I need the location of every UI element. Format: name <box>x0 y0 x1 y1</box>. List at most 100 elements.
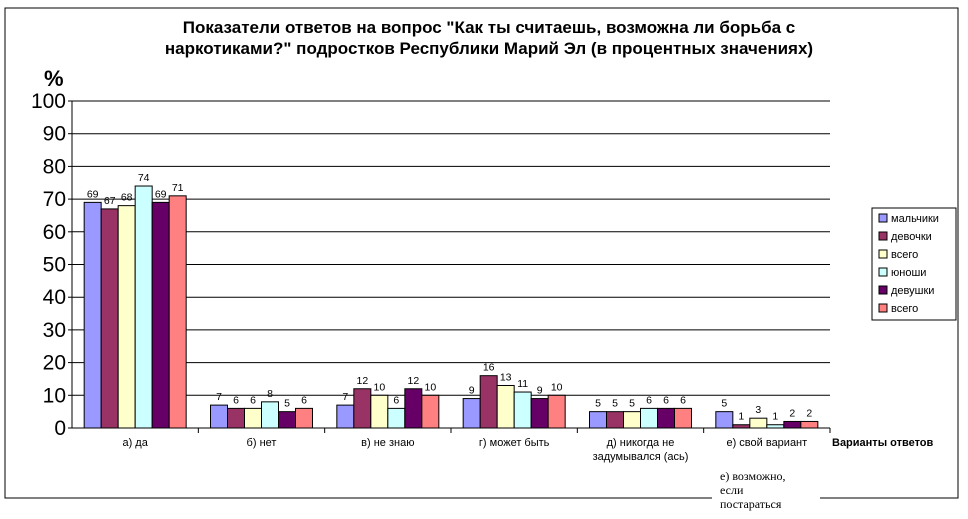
data-label: 1 <box>772 411 778 423</box>
data-label: 11 <box>517 378 528 390</box>
bar <box>589 411 607 429</box>
data-label: 69 <box>155 188 167 200</box>
bar <box>623 411 641 429</box>
annotation-line: постараться <box>720 497 782 511</box>
bar <box>496 384 515 429</box>
legend-label: юноши <box>891 267 926 279</box>
bar <box>404 388 423 429</box>
y-tick-label: 50 <box>43 254 66 277</box>
bar <box>151 201 170 429</box>
bar <box>295 407 313 429</box>
data-label: 10 <box>373 381 385 393</box>
bar <box>657 407 675 429</box>
bar <box>134 185 153 429</box>
y-tick-label: 20 <box>43 352 66 375</box>
data-label: 71 <box>172 182 184 194</box>
data-label: 6 <box>301 394 307 406</box>
category-label: г) может быть <box>479 437 550 449</box>
legend-label: всего <box>891 303 918 315</box>
annotation-line: е) возможно, <box>720 469 785 483</box>
category-label: д) никогда не <box>607 437 675 449</box>
legend-label: мальчики <box>891 213 939 225</box>
data-label: 10 <box>551 381 563 393</box>
data-label: 5 <box>721 398 727 410</box>
data-label: 6 <box>393 394 399 406</box>
data-label: 5 <box>629 398 635 410</box>
data-label: 1 <box>738 411 744 423</box>
bar <box>278 411 296 429</box>
bar <box>530 398 549 429</box>
x-axis-title: Варианты ответов <box>832 437 934 449</box>
category-label: задумывался (ась) <box>593 451 689 463</box>
data-label: 12 <box>356 375 368 387</box>
data-label: 6 <box>233 394 239 406</box>
data-label: 16 <box>483 362 495 374</box>
data-label: 9 <box>537 385 543 397</box>
data-label: 6 <box>250 394 256 406</box>
bar <box>336 404 355 429</box>
bar <box>513 391 532 429</box>
data-label: 10 <box>424 381 436 393</box>
category-label: в) не знаю <box>361 437 414 449</box>
bar <box>210 404 228 429</box>
data-label: 69 <box>87 188 99 200</box>
chart-title-line: Показатели ответов на вопрос "Как ты счи… <box>183 18 795 37</box>
data-label: 12 <box>407 375 419 387</box>
legend-swatch <box>878 303 888 313</box>
data-label: 6 <box>680 394 686 406</box>
bar <box>547 394 566 429</box>
category-label: е) свой вариант <box>726 437 807 449</box>
y-tick-label: 10 <box>43 384 66 407</box>
data-label: 74 <box>138 172 150 184</box>
bar <box>261 401 279 429</box>
legend-box <box>871 207 957 321</box>
legend-swatch <box>878 267 888 277</box>
bar <box>800 420 819 429</box>
data-label: 13 <box>500 371 512 383</box>
y-tick-label: 30 <box>43 319 66 342</box>
annotation-box <box>712 462 820 519</box>
data-label: 2 <box>806 407 812 419</box>
bar <box>462 398 481 429</box>
data-label: 9 <box>469 385 475 397</box>
category-label: а) да <box>122 437 148 449</box>
bar <box>117 205 136 429</box>
legend-swatch <box>878 249 888 259</box>
bar <box>640 407 658 429</box>
data-label: 6 <box>646 394 652 406</box>
legend-label: девушки <box>891 285 934 297</box>
data-label: 3 <box>755 404 761 416</box>
y-tick-label: 0 <box>54 417 66 440</box>
category-label: б) нет <box>247 437 277 449</box>
data-label: 5 <box>284 398 290 410</box>
legend-label: девочки <box>891 231 932 243</box>
bar <box>783 420 802 429</box>
bar <box>100 208 119 429</box>
bar <box>749 417 768 429</box>
legend-label: всего <box>891 249 918 261</box>
legend-swatch <box>878 285 888 295</box>
y-tick-label: 90 <box>43 123 66 146</box>
bar <box>421 394 440 429</box>
bar <box>479 375 498 429</box>
data-label: 7 <box>342 391 348 403</box>
legend-swatch <box>878 213 888 223</box>
bar <box>715 411 734 429</box>
bar <box>168 195 187 429</box>
y-tick-label: 80 <box>43 155 66 178</box>
data-label: 2 <box>789 407 795 419</box>
bar <box>83 201 102 429</box>
bar <box>387 407 406 429</box>
bar <box>227 407 245 429</box>
bar <box>674 407 692 429</box>
data-label: 6 <box>663 394 669 406</box>
bar <box>370 394 389 429</box>
chart-title-line: наркотиками?" подростков Республики Мари… <box>165 39 813 58</box>
bar <box>606 411 624 429</box>
y-tick-label: 100 <box>31 90 66 113</box>
bar <box>244 407 262 429</box>
y-tick-label: 40 <box>43 286 66 309</box>
data-label: 68 <box>121 192 133 204</box>
y-tick-label: 70 <box>43 188 66 211</box>
